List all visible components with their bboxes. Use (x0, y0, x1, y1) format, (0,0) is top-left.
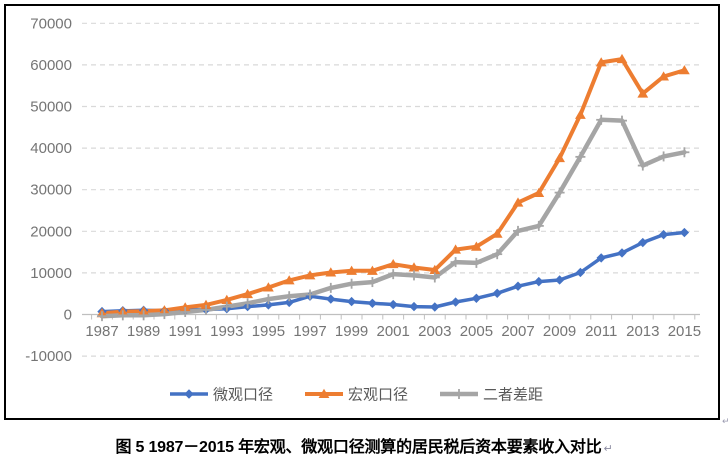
diamond-marker-icon (284, 297, 294, 308)
diamond-marker-icon (554, 275, 565, 285)
x-axis-tick-label: 1989 (127, 323, 160, 340)
diamond-marker-icon (263, 300, 274, 310)
diamond-marker-icon (513, 281, 523, 291)
x-axis-tick-label: 2015 (668, 323, 701, 340)
triangle-marker-icon (491, 228, 503, 238)
x-axis-tick-label: 1987 (85, 323, 118, 340)
y-axis-tick-label: -10000 (25, 348, 72, 365)
paragraph-anchor-icon: ↵ (722, 416, 728, 426)
series-line-gap (99, 117, 687, 319)
triangle-marker-icon (242, 288, 253, 299)
x-axis-tick-label: 1997 (293, 323, 326, 340)
triangle-marker-icon (595, 57, 607, 67)
y-axis-tick-label: 70000 (30, 15, 72, 32)
triangle-marker-icon (533, 187, 545, 198)
x-axis-tick-label: 2005 (460, 323, 493, 340)
return-mark-icon: ↵ (603, 443, 613, 455)
diamond-marker-icon (367, 298, 378, 308)
x-axis-tick-label: 2009 (543, 323, 576, 340)
x-axis-tick-label: 2011 (585, 323, 617, 340)
triangle-marker-icon (471, 241, 482, 251)
triangle-marker-icon (283, 275, 295, 285)
x-axis-tick-label: 2007 (501, 323, 534, 340)
diamond-marker-icon (409, 301, 419, 312)
triangle-marker-icon (616, 53, 628, 64)
triangle-marker-icon (575, 109, 586, 119)
legend-item-macro: 宏观口径 (305, 387, 408, 404)
diamond-marker-icon (638, 237, 648, 248)
chart-figure-box (4, 4, 720, 420)
x-axis-tick-label: 1999 (335, 323, 368, 340)
triangle-marker-icon (429, 264, 441, 274)
triangle-marker-icon (408, 262, 420, 272)
diamond-marker-icon (575, 267, 586, 278)
x-axis-tick-label: 2013 (626, 323, 659, 340)
diamond-marker-icon (388, 299, 398, 310)
diamond-marker-icon (679, 227, 690, 238)
triangle-marker-icon (346, 265, 357, 275)
x-axis-tick-label: 2001 (377, 323, 410, 340)
x-axis-tick-label: 2003 (418, 323, 451, 340)
legend-item-gap: 二者差距 (440, 387, 543, 404)
diamond-marker-icon (430, 302, 440, 312)
triangle-marker-icon (304, 270, 316, 280)
y-axis-tick-label: 30000 (30, 182, 72, 199)
legend-label-macro: 宏观口径 (348, 387, 408, 404)
diamond-marker-icon (596, 253, 606, 263)
diamond-marker-icon (492, 288, 502, 298)
triangle-marker-icon (554, 152, 565, 163)
y-axis-tick-label: 10000 (30, 265, 72, 282)
triangle-marker-icon (367, 265, 378, 275)
diamond-marker-icon (326, 294, 336, 304)
triangle-marker-icon (325, 267, 337, 277)
figure-caption-text: 图 5 1987－2015 年宏观、微观口径测算的居民税后资本要素收入对比 (115, 439, 602, 456)
legend-label-micro: 微观口径 (213, 387, 273, 404)
triangle-marker-icon (387, 258, 399, 269)
y-axis-tick-label: 0 (64, 307, 72, 324)
diamond-marker-icon (617, 248, 627, 258)
series-markers-gap (97, 114, 690, 322)
y-axis-tick-label: 50000 (30, 99, 72, 116)
y-axis-tick-label: 60000 (30, 57, 72, 74)
triangle-marker-icon (658, 71, 669, 81)
diamond-marker-icon (184, 389, 194, 399)
diamond-marker-icon (658, 229, 669, 240)
x-axis-tick-label: 1991 (169, 323, 202, 340)
diamond-marker-icon (450, 297, 461, 307)
diamond-marker-icon (346, 296, 357, 307)
triangle-marker-icon (200, 299, 212, 309)
legend-label-gap: 二者差距 (483, 387, 543, 404)
triangle-marker-icon (318, 388, 330, 398)
figure-caption: 图 5 1987－2015 年宏观、微观口径测算的居民税后资本要素收入对比 ↵ (0, 433, 728, 457)
y-axis-tick-label: 20000 (30, 223, 72, 240)
triangle-marker-icon (637, 88, 649, 98)
diamond-marker-icon (471, 293, 482, 303)
triangle-marker-icon (221, 294, 233, 304)
triangle-marker-icon (179, 302, 191, 312)
x-axis-tick-label: 1993 (210, 323, 243, 340)
x-axis-tick-label: 1995 (252, 323, 285, 340)
triangle-marker-icon (450, 244, 461, 254)
triangle-marker-icon (679, 65, 690, 75)
diamond-marker-icon (534, 276, 544, 287)
legend-item-micro: 微观口径 (170, 387, 273, 404)
triangle-marker-icon (512, 197, 524, 207)
y-axis-tick-label: 40000 (30, 140, 72, 157)
triangle-marker-icon (263, 282, 274, 292)
